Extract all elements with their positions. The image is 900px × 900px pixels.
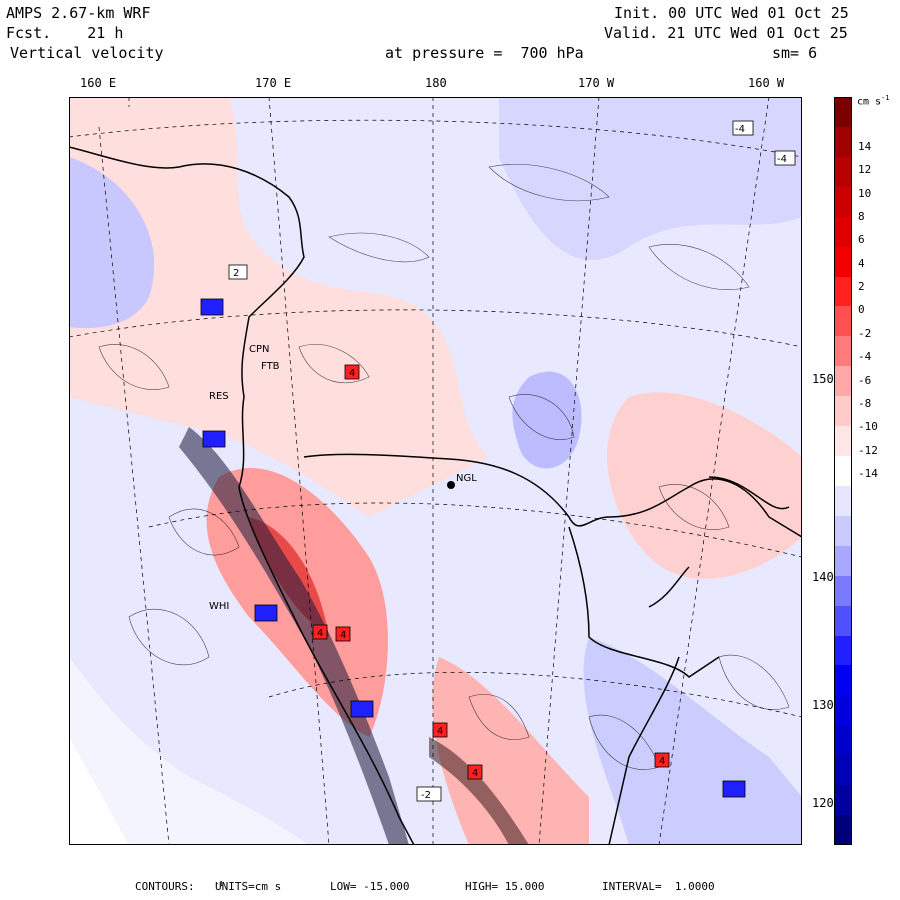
colorbar-segment	[834, 785, 852, 816]
colorbar-segment	[834, 156, 852, 188]
colorbar-segment	[834, 665, 852, 696]
strong-gradient-band	[179, 427, 409, 845]
colorbar-tick-label: 2	[858, 280, 865, 294]
colorbar-segment	[834, 815, 852, 846]
extrema-markers: 4 4 4 4 4 4 -4 -4 2 -2	[200, 120, 796, 802]
colorbar-segment	[834, 276, 852, 307]
station-label-whi: WHI	[209, 601, 229, 612]
colorbar-segment	[834, 306, 852, 337]
high-marker-label: 4	[472, 768, 478, 779]
lon-label-160w: 160 W	[748, 76, 785, 90]
colorbar-tick-label: 14	[858, 140, 872, 153]
high-marker-label: 4	[437, 726, 443, 737]
negative-region	[499, 97, 802, 260]
high-marker-label: 4	[317, 628, 323, 639]
colorbar-unit: cm s-1	[857, 94, 890, 108]
positive-region	[69, 97, 489, 517]
low-marker-label: -4	[777, 154, 787, 165]
colorbar-tick-label: 0	[858, 303, 865, 317]
colorbar-tick-label: -14	[858, 466, 878, 480]
colorbar-segment	[834, 126, 852, 158]
map-frame	[69, 97, 802, 845]
low-value: LOW= -15.000	[330, 880, 410, 893]
station-label-ftb: FTB	[261, 361, 280, 372]
station-label-cpn: CPN	[249, 344, 270, 355]
colorbar-segment	[834, 485, 852, 517]
colorbar-segment	[834, 545, 852, 577]
colorbar-segment	[834, 605, 852, 637]
colorbar-segment	[834, 575, 852, 607]
colorbar-segment	[834, 426, 852, 457]
coastline	[69, 146, 802, 845]
negative-region	[583, 637, 802, 845]
colorbar-segment	[834, 186, 852, 218]
field-name: Vertical velocity	[10, 44, 164, 62]
colorbar-segment	[834, 396, 852, 427]
colorbar-segment	[834, 366, 852, 397]
colorbar-segment	[834, 246, 852, 277]
units-label: UNITS=cm s -1	[215, 880, 282, 893]
colorbar-segment	[834, 635, 852, 666]
lon-label-160e: 160 E	[80, 76, 117, 90]
high-marker-label: 4	[349, 368, 355, 379]
lon-label-170e: 170 E	[255, 76, 292, 90]
colorbar-segment	[834, 336, 852, 367]
weak-region	[69, 657, 309, 845]
positive-region	[607, 392, 802, 579]
station-label-res: RES	[209, 391, 229, 402]
colorbar-tick-label: -8	[858, 396, 872, 410]
high-marker-label: 2	[233, 268, 239, 279]
high-marker-label: 4	[659, 756, 665, 767]
pressure-level: at pressure = 700 hPa	[385, 44, 584, 62]
colorbar-tick-label: 12	[858, 163, 872, 177]
station-label-ngl: NGL	[456, 473, 477, 484]
negative-region	[512, 371, 582, 469]
high-value: HIGH= 15.000	[465, 880, 545, 893]
high-marker-label: 4	[340, 630, 346, 641]
contours-label: CONTOURS:	[135, 880, 195, 893]
low-marker-label: -2	[421, 790, 431, 801]
colorbar-segment	[834, 456, 852, 487]
colorbar-segment	[834, 216, 852, 248]
init-time: Init. 00 UTC Wed 01 Oct 25	[614, 4, 849, 22]
valid-time: Valid. 21 UTC Wed 01 Oct 25	[604, 24, 848, 42]
colorbar-tick-label: -12	[858, 443, 878, 457]
colorbar-segment	[834, 97, 852, 128]
colorbar-tick-label: 4	[858, 256, 865, 270]
graticule	[69, 97, 802, 845]
colorbar-segment	[834, 695, 852, 726]
colorbar-tick-label: -6	[858, 373, 872, 387]
lon-label-170w: 170 W	[578, 76, 615, 90]
colorbar-tick-label: 6	[858, 233, 865, 247]
colorbar-segment	[834, 515, 852, 547]
strong-gradient-band	[429, 737, 529, 845]
negative-region	[69, 157, 155, 329]
colorbar	[834, 97, 852, 846]
model-title: AMPS 2.67-km WRF	[6, 4, 151, 22]
low-marker-label: -4	[735, 124, 745, 135]
colorbar-segment	[834, 725, 852, 756]
colorbar-segment	[834, 755, 852, 786]
colorbar-tick-label: 10	[858, 186, 872, 200]
colorbar-tick-label: 8	[858, 210, 865, 224]
interval-value: INTERVAL= 1.0000	[602, 880, 715, 893]
vertical-velocity-map: NGL CPN FTB RES WHI 4 4 4 4 4 4 -4 -4 2 …	[69, 97, 802, 845]
smoothing: sm= 6	[772, 44, 818, 62]
lon-label-180: 180	[425, 76, 447, 90]
colorbar-tick-label: -10	[858, 420, 878, 434]
forecast-hour: Fcst. 21 h	[6, 24, 124, 42]
colorbar-tick-label: -2	[858, 326, 872, 340]
colorbar-tick-label: -4	[858, 350, 872, 364]
no-data-region	[69, 737, 129, 845]
station-marker-ngl	[447, 481, 455, 489]
